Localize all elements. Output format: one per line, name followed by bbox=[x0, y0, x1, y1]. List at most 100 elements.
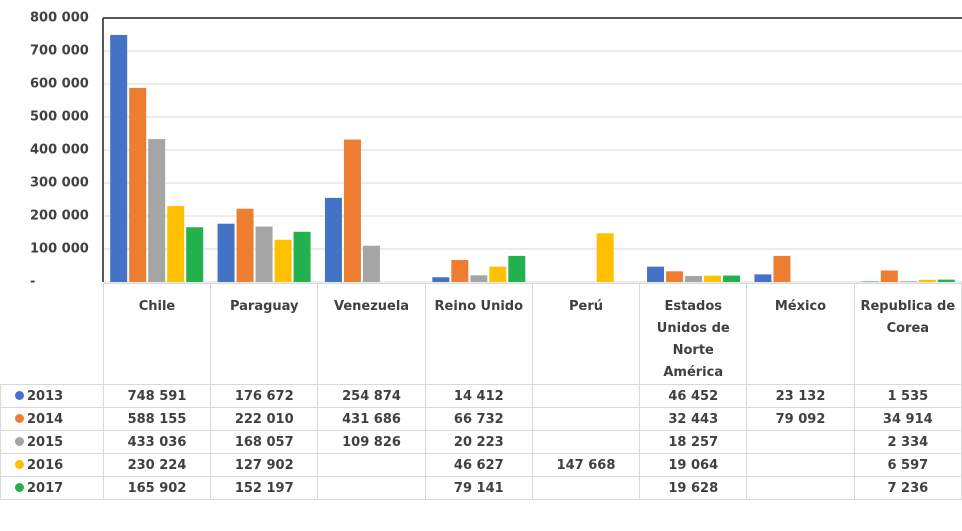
bar bbox=[129, 87, 147, 283]
legend-cell: 2017 bbox=[0, 476, 104, 500]
legend-marker bbox=[15, 459, 24, 469]
category-header: Perú bbox=[531, 283, 641, 385]
category-header: Republica de Corea bbox=[853, 283, 962, 385]
value-cell: 230 224 bbox=[102, 453, 212, 477]
bar bbox=[899, 281, 917, 282]
value-cell: 152 197 bbox=[210, 476, 319, 500]
value-cell: 20 223 bbox=[424, 430, 533, 454]
bar bbox=[723, 275, 741, 282]
value-cell bbox=[746, 476, 855, 500]
bar bbox=[470, 275, 488, 282]
legend-marker bbox=[15, 390, 24, 400]
bar bbox=[186, 227, 204, 282]
bar bbox=[647, 266, 665, 282]
y-tick-label: 100 000 bbox=[30, 242, 89, 257]
value-cell: 588 155 bbox=[102, 407, 212, 431]
legend-label: 2014 bbox=[27, 411, 64, 427]
legend-label: 2013 bbox=[27, 388, 64, 404]
y-tick-label: 500 000 bbox=[30, 110, 89, 125]
y-tick-label: 200 000 bbox=[30, 209, 89, 224]
value-cell: 46 452 bbox=[639, 384, 748, 408]
y-tick-label: 800 000 bbox=[30, 11, 89, 26]
value-cell bbox=[531, 407, 641, 431]
value-cell bbox=[317, 453, 426, 477]
category-header: Paraguay bbox=[210, 283, 319, 385]
value-cell: 165 902 bbox=[102, 476, 212, 500]
value-cell bbox=[746, 430, 855, 454]
category-header: Venezuela bbox=[317, 283, 426, 385]
bar bbox=[324, 197, 342, 282]
value-cell: 79 141 bbox=[424, 476, 533, 500]
legend-cell: 2013 bbox=[0, 384, 104, 408]
bar bbox=[274, 239, 292, 282]
bar bbox=[666, 271, 684, 282]
chart: - 100 000 200 000 300 000 400 000 500 000 600 … bbox=[30, 11, 962, 284]
y-tick-label: - bbox=[30, 275, 35, 284]
value-cell: 2 334 bbox=[853, 430, 962, 454]
value-cell: 127 902 bbox=[210, 453, 319, 477]
bar bbox=[217, 223, 235, 282]
legend-marker bbox=[15, 436, 24, 446]
value-cell: 176 672 bbox=[210, 384, 319, 408]
value-cell: 7 236 bbox=[853, 476, 962, 500]
legend-label: 2017 bbox=[27, 480, 64, 496]
legend-cell: 2015 bbox=[0, 430, 104, 454]
bar bbox=[685, 275, 703, 282]
bar bbox=[432, 277, 450, 282]
bar bbox=[704, 275, 722, 282]
bar bbox=[293, 231, 311, 282]
bar bbox=[508, 255, 526, 282]
corner bbox=[0, 283, 104, 385]
value-cell: 23 132 bbox=[746, 384, 855, 408]
bar bbox=[489, 266, 507, 282]
value-cell: 46 627 bbox=[424, 453, 533, 477]
y-tick-label: 600 000 bbox=[30, 77, 89, 92]
bar bbox=[167, 206, 185, 282]
value-cell: 147 668 bbox=[531, 453, 641, 477]
legend-cell: 2016 bbox=[0, 453, 104, 477]
bar bbox=[110, 34, 128, 283]
legend-marker bbox=[15, 413, 24, 423]
legend-cell: 2014 bbox=[0, 407, 104, 431]
value-cell: 19 064 bbox=[639, 453, 748, 477]
value-cell: 431 686 bbox=[317, 407, 426, 431]
value-cell bbox=[317, 476, 426, 500]
value-cell: 222 010 bbox=[210, 407, 319, 431]
bar bbox=[255, 226, 273, 282]
bar bbox=[918, 279, 936, 282]
bar bbox=[236, 208, 254, 282]
bar bbox=[596, 233, 614, 282]
legend-label: 2016 bbox=[27, 457, 64, 473]
bar bbox=[880, 270, 898, 282]
value-cell: 254 874 bbox=[317, 384, 426, 408]
bar bbox=[362, 245, 380, 282]
bar bbox=[773, 255, 791, 282]
value-cell: 34 914 bbox=[853, 407, 962, 431]
value-cell: 109 826 bbox=[317, 430, 426, 454]
value-cell: 32 443 bbox=[639, 407, 748, 431]
y-tick-label: 300 000 bbox=[30, 176, 89, 191]
value-cell: 14 412 bbox=[424, 384, 533, 408]
value-cell: 1 535 bbox=[853, 384, 962, 408]
value-cell: 433 036 bbox=[102, 430, 212, 454]
category-header: México bbox=[746, 283, 855, 385]
value-cell: 79 092 bbox=[746, 407, 855, 431]
bar bbox=[754, 274, 772, 282]
value-cell: 66 732 bbox=[424, 407, 533, 431]
value-cell: 19 628 bbox=[639, 476, 748, 500]
bar bbox=[451, 259, 469, 282]
value-cell bbox=[531, 430, 641, 454]
legend-marker bbox=[15, 482, 24, 492]
bar bbox=[861, 281, 879, 282]
bar bbox=[937, 279, 955, 282]
value-cell bbox=[531, 384, 641, 408]
bar bbox=[148, 139, 166, 282]
y-tick-label: 700 000 bbox=[30, 44, 89, 59]
category-header: Reino Unido bbox=[424, 283, 533, 385]
category-header: Estados Unidos de Norte América bbox=[639, 283, 748, 385]
data-table: Chile Paraguay Venezuela Reino Unido Perú Est… bbox=[0, 283, 962, 500]
value-cell: 748 591 bbox=[102, 384, 212, 408]
bar bbox=[343, 139, 361, 282]
legend-label: 2015 bbox=[27, 434, 64, 450]
